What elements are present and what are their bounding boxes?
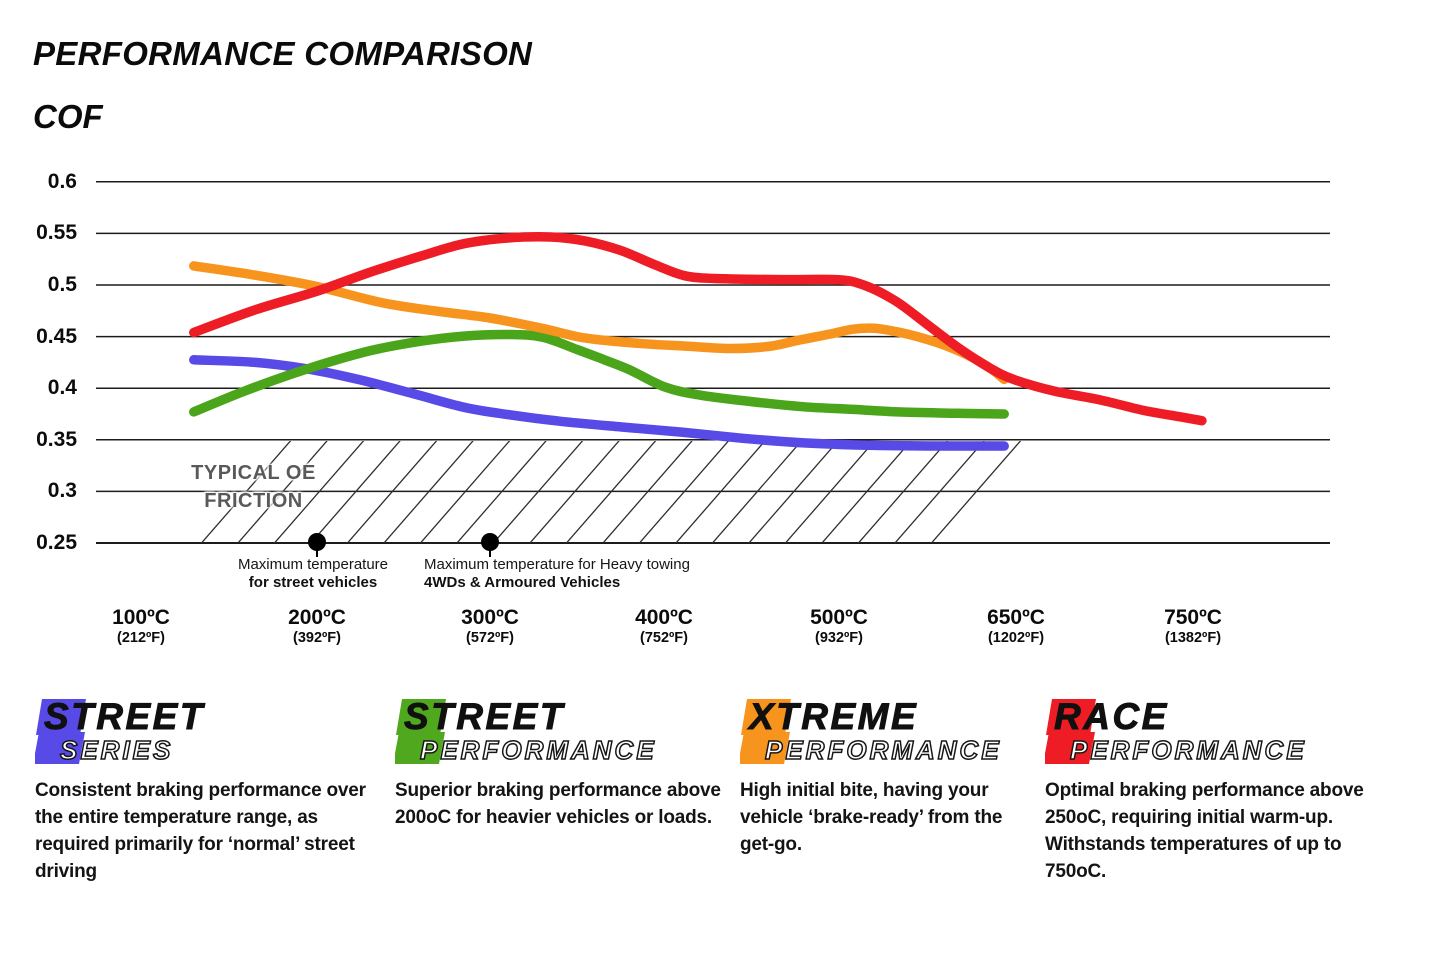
legend-description: Consistent braking performance over the … (35, 780, 366, 882)
x-axis-tick: 400ºC (752ºF) (604, 606, 724, 647)
logo-color-patch-top (36, 699, 86, 735)
logo-word2: PERFORMANCE (765, 735, 1002, 765)
x-tick-fahrenheit: (752ºF) (639, 630, 688, 646)
annotation-max-temp-street: Maximum temperature for street vehicles (203, 556, 423, 592)
annotation-line2: 4WDs & Armoured Vehicles (424, 574, 621, 591)
legend-race-performance: RACE PERFORMANCE Optimal braking perform… (1045, 696, 1380, 885)
y-axis-tick-label: 0.45 (36, 324, 77, 348)
annotation-max-temp-heavy-towing: Maximum temperature for Heavy towing 4WD… (424, 556, 690, 592)
curve-street-performance (189, 329, 1009, 419)
oe-friction-line2: FRICTION (204, 490, 303, 512)
logo-color-patch-bottom (35, 732, 85, 764)
oe-friction-label: TYPICAL OE FRICTION (166, 459, 341, 515)
annotation-line1: Maximum temperature (237, 556, 389, 573)
street-series-logo: STREET SERIES (35, 696, 206, 766)
logo-word2: SERIES (60, 735, 173, 765)
x-axis-tick: 500ºC (932ºF) (779, 606, 899, 647)
x-tick-celsius: 200ºC (288, 606, 346, 629)
x-tick-celsius: 650ºC (987, 606, 1045, 629)
page-title: PERFORMANCE COMPARISON (33, 35, 533, 72)
legend-description: High initial bite, having your vehicle ‘… (740, 780, 1003, 855)
logo-word1: STREET (404, 696, 566, 737)
x-axis-tick: 750ºC (1382ºF) (1133, 606, 1253, 647)
legend-description: Optimal braking performance above 250oC,… (1045, 780, 1364, 882)
annotation-line2: for street vehicles (248, 574, 378, 591)
y-axis-tick-label: 0.35 (36, 427, 77, 451)
x-axis-tick: 100ºC (212ºF) (81, 606, 201, 647)
x-tick-fahrenheit: (572ºF) (465, 630, 514, 646)
legend-street-performance: STREET PERFORMANCE Superior braking perf… (395, 696, 730, 831)
y-axis-tick-label: 0.3 (47, 479, 77, 503)
legend-xtreme-performance: XTREME PERFORMANCE High initial bite, ha… (740, 696, 1075, 858)
annotation-dot (481, 533, 499, 551)
x-tick-celsius: 400ºC (635, 606, 693, 629)
x-tick-celsius: 100ºC (112, 606, 170, 629)
y-axis-tick-label: 0.6 (47, 169, 77, 193)
legend-street-series: STREET SERIES Consistent braking perform… (35, 696, 370, 885)
legend-description: Superior braking performance above 200oC… (395, 780, 721, 828)
curve-race-performance (189, 232, 1207, 426)
logo-word2: PERFORMANCE (420, 735, 657, 765)
x-axis-tick: 300ºC (572ºF) (430, 606, 550, 647)
logo-color-patch-bottom (1045, 732, 1095, 764)
x-tick-fahrenheit: (932ºF) (814, 630, 863, 646)
annotation-dot (308, 533, 326, 551)
x-axis-tick: 200ºC (392ºF) (257, 606, 377, 647)
x-tick-celsius: 750ºC (1164, 606, 1222, 629)
x-tick-fahrenheit: (1382ºF) (1164, 630, 1222, 646)
xtreme-performance-logo: XTREME PERFORMANCE (740, 696, 1002, 766)
curve-xtreme-performance (189, 261, 1009, 385)
x-tick-fahrenheit: (392ºF) (292, 630, 341, 646)
y-axis-title: COF (33, 98, 103, 135)
y-axis-tick-label: 0.5 (47, 273, 77, 296)
x-tick-celsius: 300ºC (461, 606, 519, 629)
logo-color-patch-bottom (740, 732, 790, 764)
logo-color-patch-bottom (395, 732, 445, 764)
logo-word2: PERFORMANCE (1070, 735, 1307, 765)
street-performance-logo: STREET PERFORMANCE (395, 696, 657, 766)
y-axis-tick-label: 0.55 (36, 221, 77, 245)
race-performance-logo: RACE PERFORMANCE (1045, 696, 1307, 766)
logo-word1: RACE (1054, 696, 1169, 737)
x-tick-celsius: 500ºC (810, 606, 868, 629)
oe-friction-line1: TYPICAL OE (191, 462, 316, 484)
y-axis-tick-label: 0.25 (36, 531, 77, 554)
curve-street-series (189, 355, 1009, 451)
annotation-line1: Maximum temperature for Heavy towing (424, 556, 690, 573)
logo-word1: XTREME (747, 696, 918, 737)
logo-color-patch-top (741, 699, 791, 735)
logo-color-patch-top (396, 699, 446, 735)
logo-word1: STREET (44, 696, 206, 737)
x-tick-fahrenheit: (1202ºF) (987, 630, 1045, 646)
x-tick-fahrenheit: (212ºF) (116, 630, 165, 646)
logo-color-patch-top (1046, 699, 1096, 735)
y-axis-tick-label: 0.4 (47, 376, 77, 400)
x-axis-tick: 650ºC (1202ºF) (956, 606, 1076, 647)
oe-friction-hatch (196, 441, 1050, 543)
